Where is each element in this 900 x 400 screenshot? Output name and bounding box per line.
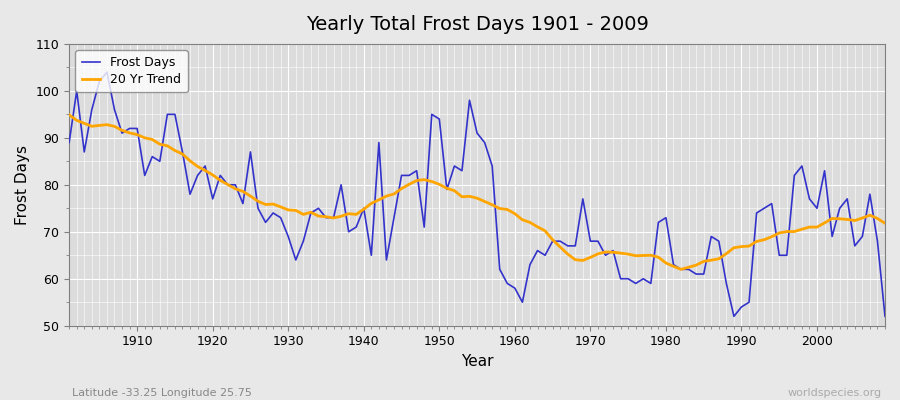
20 Yr Trend (502, 207, 513, 212)
20 Yr Trend (64, 112, 75, 117)
Line: Frost Days: Frost Days (69, 72, 885, 316)
20 Yr Trend (509, 211, 520, 216)
Text: worldspecies.org: worldspecies.org (788, 388, 882, 398)
Frost Days (131, 126, 142, 131)
X-axis label: Year: Year (461, 354, 493, 369)
Frost Days (102, 70, 112, 74)
Frost Days (728, 314, 739, 319)
Frost Days (879, 314, 890, 319)
Text: Latitude -33.25 Longitude 25.75: Latitude -33.25 Longitude 25.75 (72, 388, 252, 398)
Y-axis label: Frost Days: Frost Days (15, 145, 30, 225)
Title: Yearly Total Frost Days 1901 - 2009: Yearly Total Frost Days 1901 - 2009 (306, 15, 649, 34)
Frost Days (343, 229, 354, 234)
20 Yr Trend (676, 267, 687, 272)
20 Yr Trend (879, 221, 890, 226)
20 Yr Trend (600, 250, 611, 254)
Frost Days (509, 286, 520, 290)
20 Yr Trend (336, 214, 346, 219)
Frost Days (64, 140, 75, 145)
Frost Days (298, 239, 309, 244)
20 Yr Trend (124, 130, 135, 135)
20 Yr Trend (291, 208, 302, 213)
Frost Days (517, 300, 527, 305)
Frost Days (608, 248, 618, 253)
Line: 20 Yr Trend: 20 Yr Trend (69, 115, 885, 269)
Legend: Frost Days, 20 Yr Trend: Frost Days, 20 Yr Trend (76, 50, 188, 92)
